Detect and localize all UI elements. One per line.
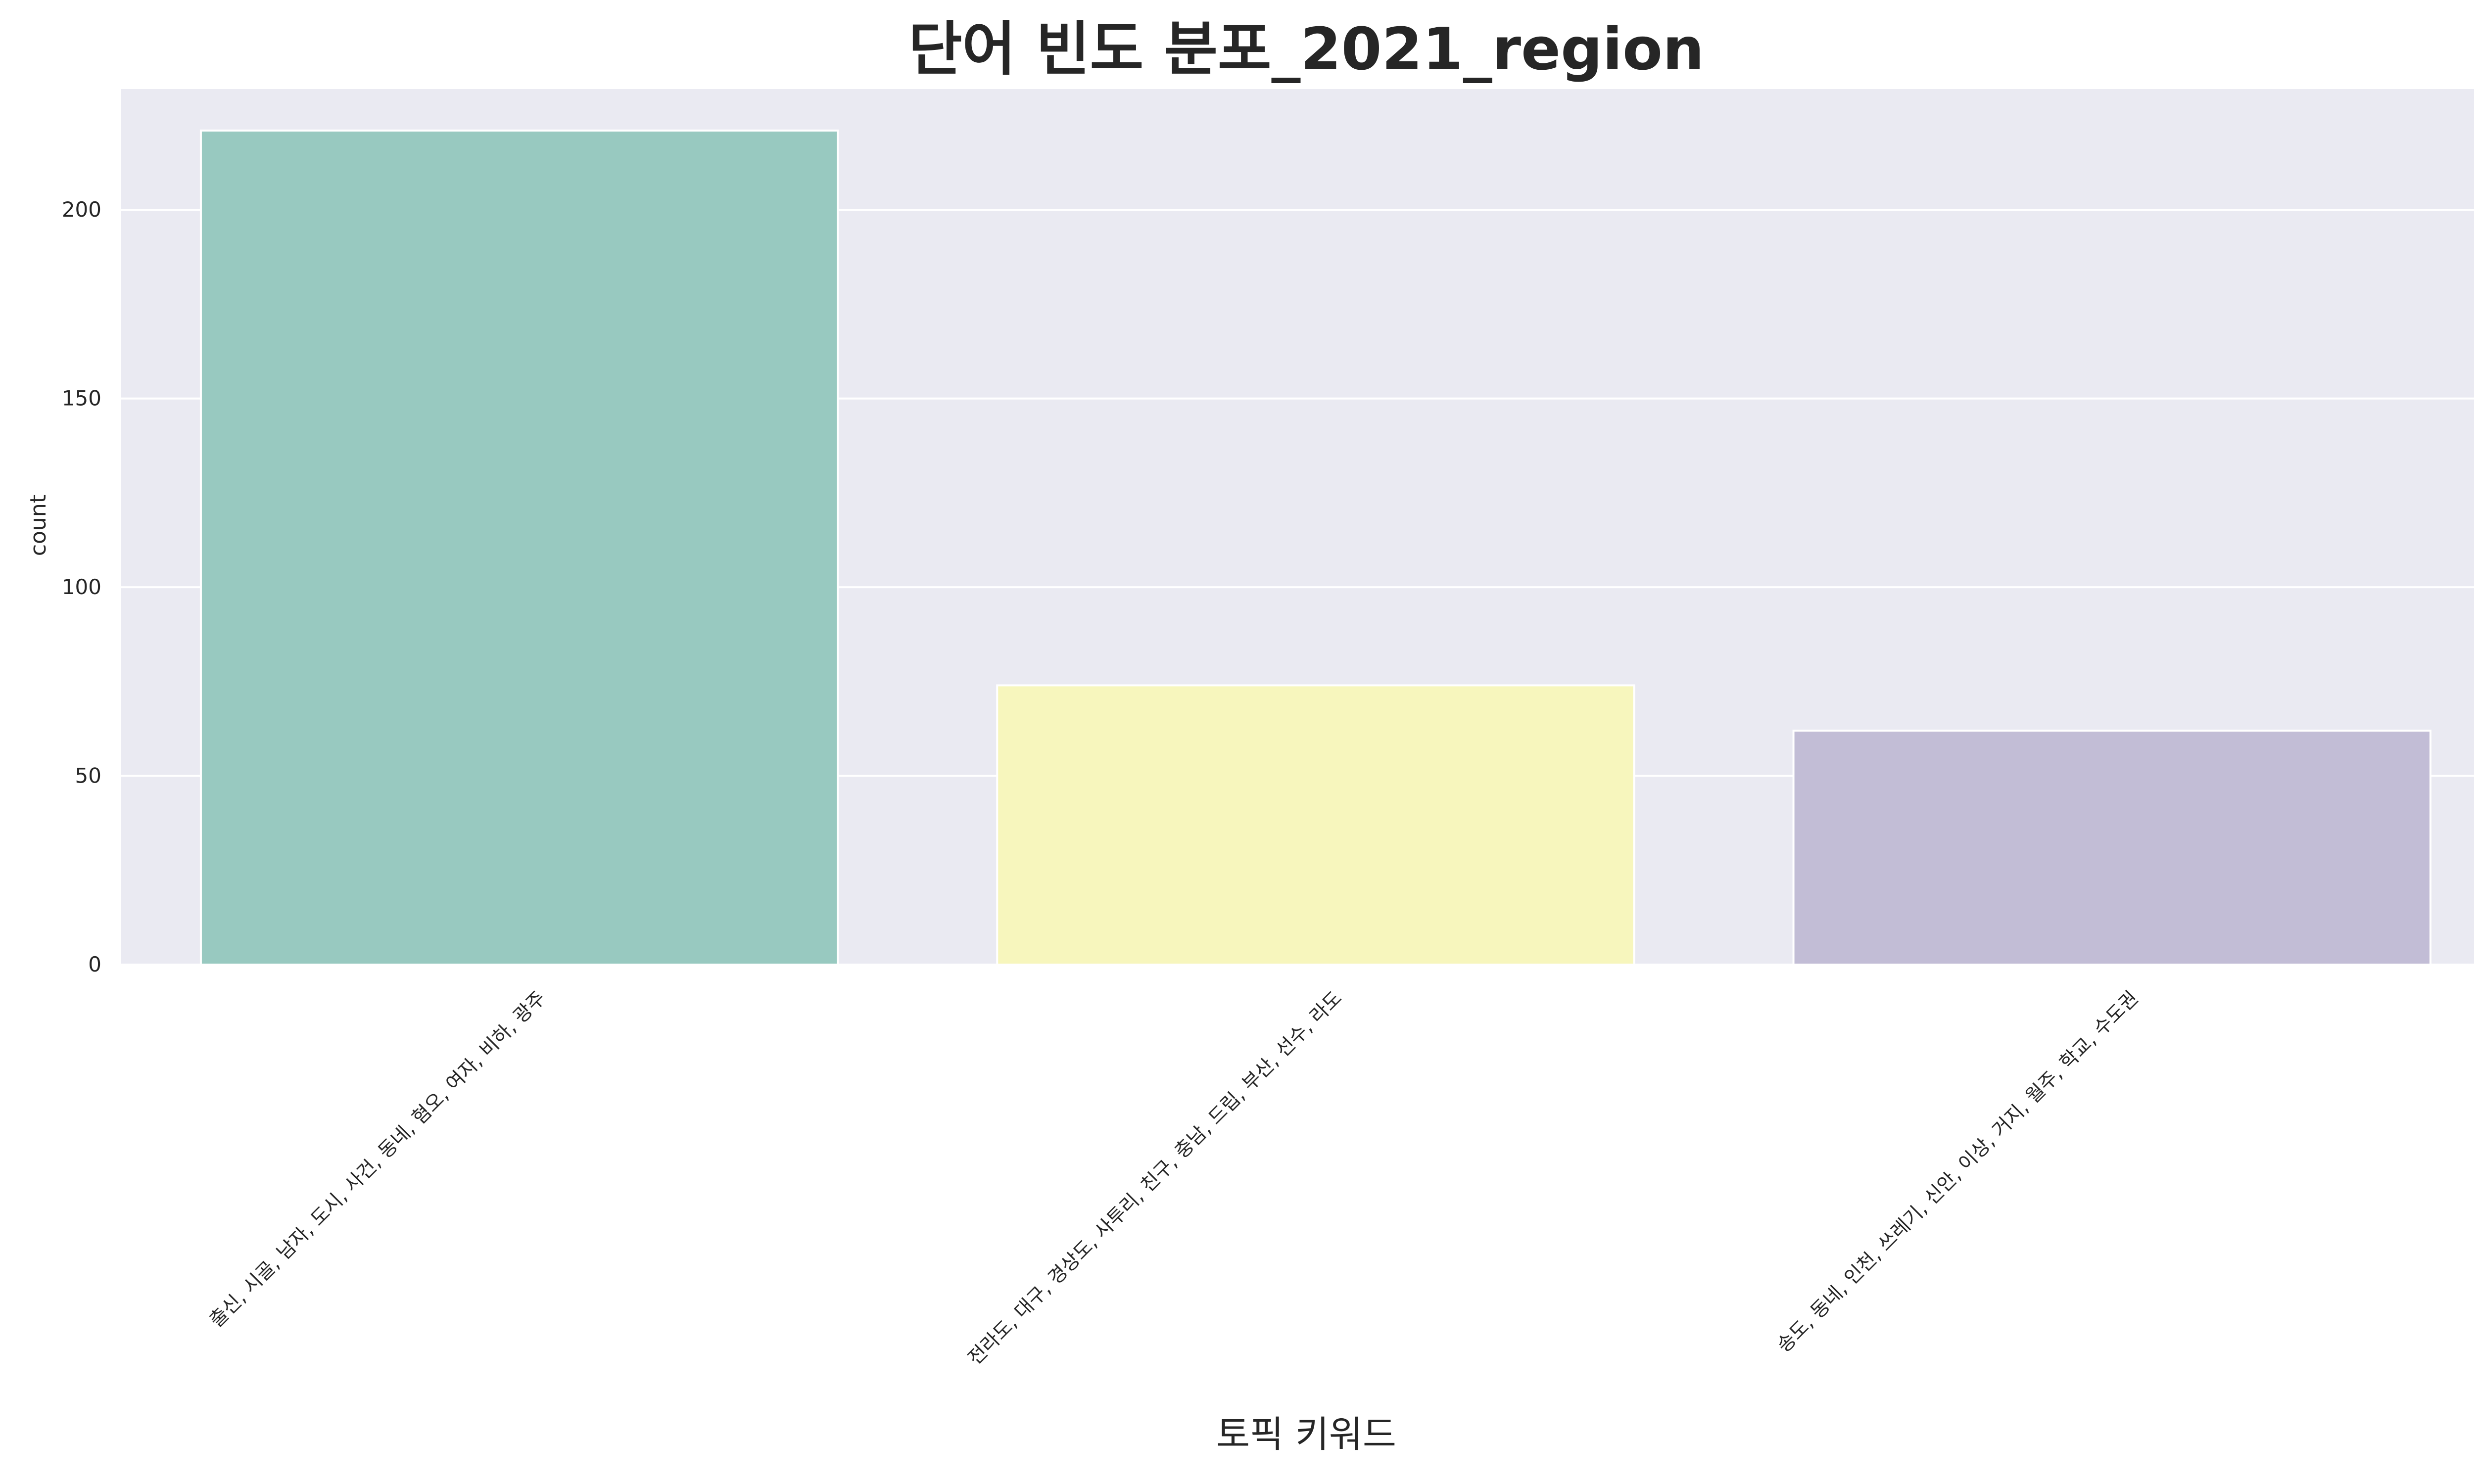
y-tick-label: 100 [62,575,101,599]
x-tick-label: 전라도, 대구, 경상도, 사투리, 친구, 충남, 드립, 부산, 선수, 라… [964,987,1346,1369]
bar [1792,729,2432,966]
y-tick-label: 150 [62,386,101,411]
y-tick-label: 50 [75,764,101,788]
bar [199,129,839,966]
x-tick-label: 출신, 시골, 남자, 도시, 사건, 동네, 혐오, 여자, 비하, 광주 [205,987,550,1332]
x-axis-label: 토픽 키워드 [1216,1413,1396,1456]
y-tick-labels: 0 50 100 150 200 [62,197,101,976]
x-tick-label: 송도, 동네, 인천, 쓰레기, 신안, 이상, 거지, 월주, 학교, 수도권 [1773,987,2143,1357]
y-axis-label: count [26,495,51,556]
x-tick-labels: 출신, 시골, 남자, 도시, 사건, 동네, 혐오, 여자, 비하, 광주 전라… [205,987,2143,1369]
bar [996,684,1635,966]
y-tick-label: 0 [88,952,101,976]
chart-title: 단어 빈도 분포_2021_region [908,15,1704,83]
bars [199,129,2432,966]
y-tick-label: 200 [62,197,101,222]
